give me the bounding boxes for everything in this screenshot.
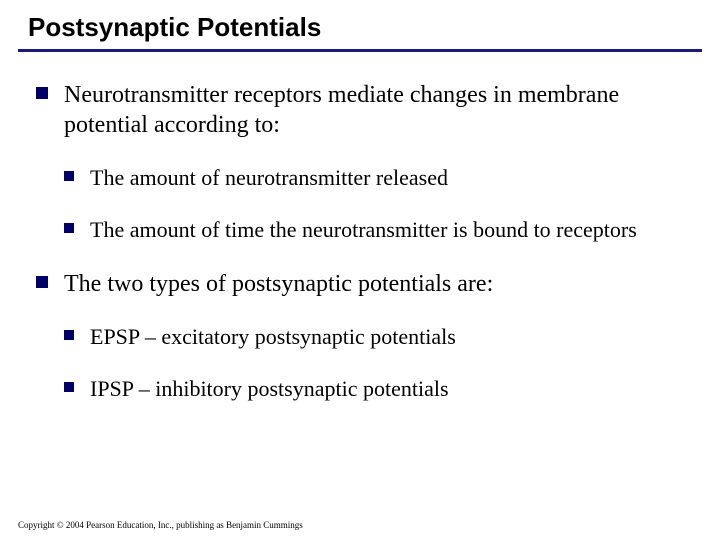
bullet-text: The two types of postsynaptic potentials…: [64, 271, 493, 297]
bullet-list-lvl2: EPSP – excitatory postsynaptic potential…: [64, 323, 692, 402]
bullet-text: The amount of time the neurotransmitter …: [90, 217, 637, 242]
bullet-text: IPSP – inhibitory postsynaptic potential…: [90, 376, 449, 401]
list-item: The amount of time the neurotransmitter …: [64, 216, 692, 244]
list-item: Neurotransmitter receptors mediate chang…: [36, 80, 692, 243]
slide-title: Postsynaptic Potentials: [28, 12, 702, 43]
bullet-list-lvl1: Neurotransmitter receptors mediate chang…: [36, 80, 692, 402]
slide: Postsynaptic Potentials Neurotransmitter…: [0, 0, 720, 540]
list-item: The two types of postsynaptic potentials…: [36, 269, 692, 402]
bullet-list-lvl2: The amount of neurotransmitter released …: [64, 164, 692, 243]
copyright-text: Copyright © 2004 Pearson Education, Inc.…: [18, 520, 303, 530]
list-item: EPSP – excitatory postsynaptic potential…: [64, 323, 692, 351]
bullet-text: EPSP – excitatory postsynaptic potential…: [90, 324, 456, 349]
list-item: IPSP – inhibitory postsynaptic potential…: [64, 375, 692, 403]
list-item: The amount of neurotransmitter released: [64, 164, 692, 192]
title-rule: [18, 49, 702, 52]
bullet-text: The amount of neurotransmitter released: [90, 165, 448, 190]
bullet-text: Neurotransmitter receptors mediate chang…: [64, 82, 619, 138]
content-area: Neurotransmitter receptors mediate chang…: [18, 80, 702, 402]
